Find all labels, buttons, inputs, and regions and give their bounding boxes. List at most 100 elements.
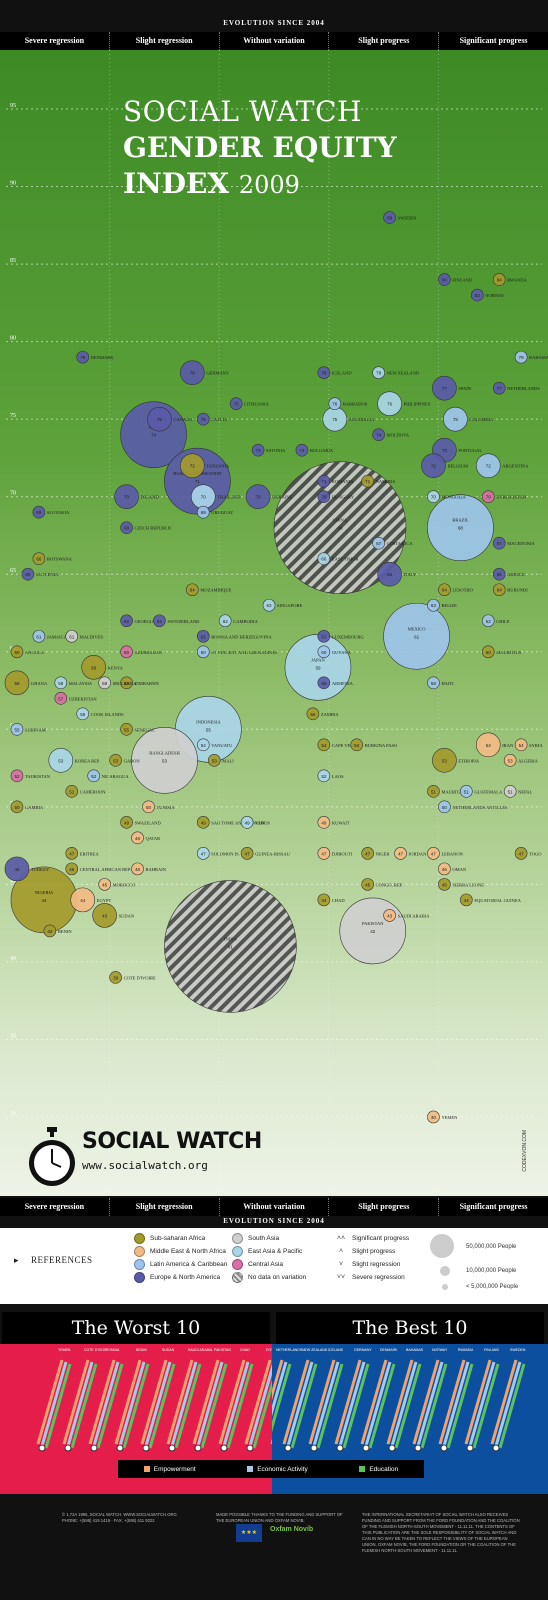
country-bubble [427, 490, 440, 503]
country-bubble [65, 847, 79, 860]
country-name-label: COSTA RICA [387, 541, 414, 546]
indicator-bar [192, 1359, 220, 1445]
bar-end-marker [64, 1444, 72, 1452]
country-value-label: 75 [453, 417, 459, 422]
country-value-label: 51 [508, 789, 514, 794]
country-point: 55 SENEGAL [120, 723, 155, 736]
country-name-label: SLOVENIA [36, 572, 59, 577]
country-point: 44 NIGERIA [10, 866, 78, 934]
country-value-label: 45 [442, 882, 448, 887]
country-value-label: 74 [151, 433, 157, 438]
country-point: 60 GUYANA [317, 645, 352, 659]
country-bubble [4, 670, 30, 696]
country-point: 65 GREECE [492, 567, 525, 581]
best-10-names: NETHERLANDS NEW ZEALAND ICELAND GERMANY DENM… [276, 1348, 536, 1352]
country-point: 46 TURKEY [4, 856, 50, 882]
country-point: 75 CANADA [147, 406, 193, 432]
country-name-label: TURKEY [31, 867, 50, 872]
country-name-label: MAURITANIA [441, 789, 470, 794]
country-bubble [32, 552, 46, 566]
brand-name: SOCIAL WATCH [82, 1129, 262, 1154]
ref-europe-north-america: Europe & North America [134, 1272, 220, 1283]
country-bubble [460, 785, 473, 798]
country-name-label: URUGUAY [211, 510, 234, 515]
indicator-bar [368, 1363, 396, 1449]
social-watch-logo[interactable]: SOCIAL WATCH www.socialwatch.org [26, 1125, 262, 1189]
country-point: 30 YEMEN [427, 1110, 458, 1124]
category-significant-progress: Significant progress [438, 1198, 548, 1216]
country-point: 55 SURINAM [10, 723, 46, 736]
country-name-label: BANGLADESH [149, 750, 180, 755]
ref-label: Middle East & North Africa [150, 1248, 226, 1256]
country-value-label: 88 [387, 216, 393, 221]
country-name-label: RWANDA [507, 278, 527, 283]
bar-end-marker [246, 1444, 254, 1452]
bar-end-marker [284, 1444, 292, 1452]
country-value-label: 49 [124, 820, 130, 825]
country-name-label: ANGOLA [25, 650, 45, 655]
country-value-label: 56 [80, 712, 86, 717]
swatch-icon [134, 1259, 145, 1270]
country-bubble [475, 453, 501, 478]
country-name-label: NETHERLANDS ANTILLES [452, 805, 508, 810]
indicator-bar [472, 1363, 500, 1449]
country-bubble [317, 474, 331, 488]
country-value-label: 54 [486, 743, 492, 748]
bar-end-marker [168, 1444, 176, 1452]
country-value-label: 70 [124, 495, 130, 500]
indicator-bar [412, 1359, 440, 1445]
country-point: 69 URUGUAY [196, 505, 234, 519]
country-bubble [229, 397, 243, 410]
country-bubble [120, 614, 133, 628]
country-name-label: BENIN [58, 929, 72, 934]
country-point: 76 BARBADOS [328, 397, 368, 410]
country-name-label: CONGO, REP. [376, 882, 403, 888]
country-value-label: 55 [206, 727, 212, 732]
country-bubble [317, 629, 331, 643]
title-line-3: INDEX 2009 [123, 166, 397, 203]
bar-country-name: YEMEN [58, 1348, 71, 1352]
bar-end-marker [142, 1444, 150, 1452]
country-name-label: VANOS [255, 820, 270, 825]
country-point: 54 IRAN [475, 732, 514, 758]
country-name-label: GREECE [507, 572, 525, 577]
country-value-label: 52 [321, 774, 327, 779]
country-value-label: 65 [497, 572, 503, 577]
country-bubble [421, 453, 446, 478]
country-value-label: 45 [365, 882, 371, 887]
category-slight-progress: Slight progress [328, 1198, 438, 1216]
country-name-label: ALGERIA [518, 758, 538, 763]
bar-country-name: CHAD [240, 1348, 250, 1352]
country-point: 63 SINGAPORE [262, 598, 303, 612]
country-value-label: 75 [157, 417, 163, 422]
country-value-label: 63 [431, 603, 437, 608]
evolution-label-top: EVOLUTION SINCE 2004 [223, 19, 325, 27]
indicator-bar [170, 1361, 198, 1447]
y-tick-label: 45 [10, 878, 16, 884]
country-point: 83 NORWAY [470, 288, 505, 302]
indicator-bar [468, 1361, 496, 1447]
country-bubble [153, 614, 166, 628]
country-bubble [10, 800, 24, 814]
country-bubble [394, 847, 407, 860]
y-tick-label: 95 [10, 103, 16, 109]
y-tick-label: 65 [10, 568, 16, 574]
country-name-label: SAO TOME AND PRINCIPE [211, 820, 266, 825]
brand-url[interactable]: www.socialwatch.org [82, 1159, 208, 1172]
references-title: REFERENCES [14, 1255, 93, 1266]
legend-economic-activity: Economic Activity [247, 1466, 308, 1473]
evolution-categories-top: Severe regression Slight regression With… [0, 32, 548, 50]
ref-no-data: No data on variation [232, 1272, 306, 1283]
indicator-bar [394, 1363, 422, 1449]
country-point: 60 ANGOLA [10, 645, 45, 659]
country-name-label: ITALY [404, 572, 417, 577]
country-value-label: 50 [14, 805, 20, 810]
country-point: 67 COSTA RICA [372, 536, 414, 550]
indicator-bar [140, 1359, 168, 1445]
bar-country-name: COTE D'IVOIRE [84, 1348, 110, 1352]
country-name-label: BARBADOS [343, 402, 368, 407]
country-value-label: 47 [245, 851, 251, 856]
country-name-label: BAHAMAS [529, 355, 548, 360]
country-point: 47 GUINEA-BISSAU [240, 847, 291, 860]
country-point: 66 EAST TIMOR [317, 552, 359, 566]
